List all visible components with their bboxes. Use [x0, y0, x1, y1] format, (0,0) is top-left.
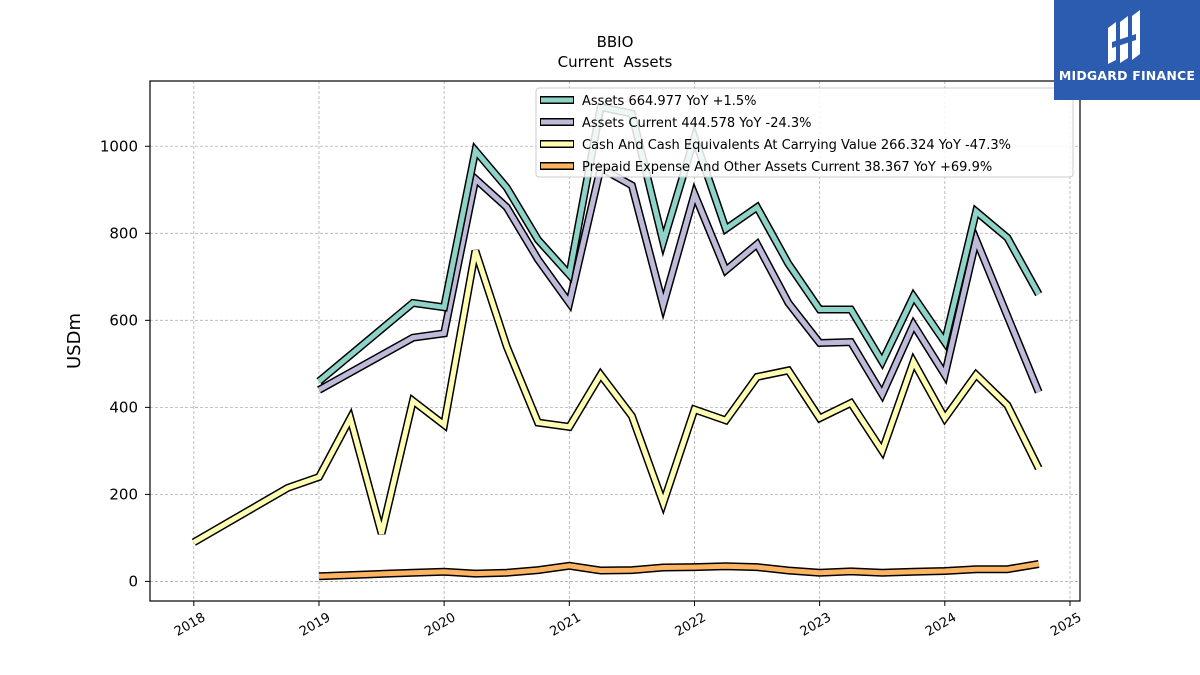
legend-entry: Assets Current 444.578 YoY -24.3%: [582, 116, 812, 131]
legend-box: [535, 87, 1074, 178]
legend-entry: Assets 664.977 YoY +1.5%: [582, 94, 757, 109]
x-tick-label: 2019: [297, 610, 333, 640]
y-tick-label: 600: [109, 311, 138, 329]
series-lines: [191, 102, 1043, 581]
legend: Assets 664.977 YoY +1.5% Assets Current 4…: [535, 87, 1074, 178]
x-tick-label: 2023: [798, 610, 834, 640]
axes: 0 200 400 600 800 1000 2018 2019 2020 2021 2022 202…: [100, 137, 1085, 639]
series-line: [318, 561, 1040, 579]
series-line: [192, 249, 1041, 545]
logo-text: MIDGARD FINANCE: [1058, 68, 1196, 83]
chart-title: BBIO: [597, 33, 634, 51]
midgard-finance-logo: MIDGARD FINANCE: [1054, 0, 1200, 100]
y-tick-label: 200: [109, 485, 138, 503]
series-line: [317, 104, 1041, 384]
y-axis-label: USDm: [64, 313, 85, 369]
legend-entry: Cash And Cash Equivalents At Carrying Va…: [582, 138, 1011, 153]
plot-frame: [149, 80, 1081, 602]
x-tick-label: 2024: [923, 610, 959, 640]
y-tick-label: 0: [128, 572, 138, 590]
x-tick-label: 2021: [547, 610, 583, 640]
x-tick-label: 2020: [422, 610, 458, 640]
chart-subtitle: Current Assets: [558, 53, 673, 71]
x-tick-label: 2022: [673, 610, 709, 640]
y-tick-label: 400: [109, 398, 138, 416]
series-line: [317, 164, 1042, 400]
y-tick-label: 1000: [100, 137, 138, 155]
midgard-logo-icon: [1108, 10, 1140, 64]
x-tick-label: 2025: [1048, 610, 1084, 640]
y-tick-label: 800: [109, 224, 138, 242]
legend-entry: Prepaid Expense And Other Assets Current…: [582, 160, 992, 175]
x-tick-label: 2018: [172, 610, 208, 640]
